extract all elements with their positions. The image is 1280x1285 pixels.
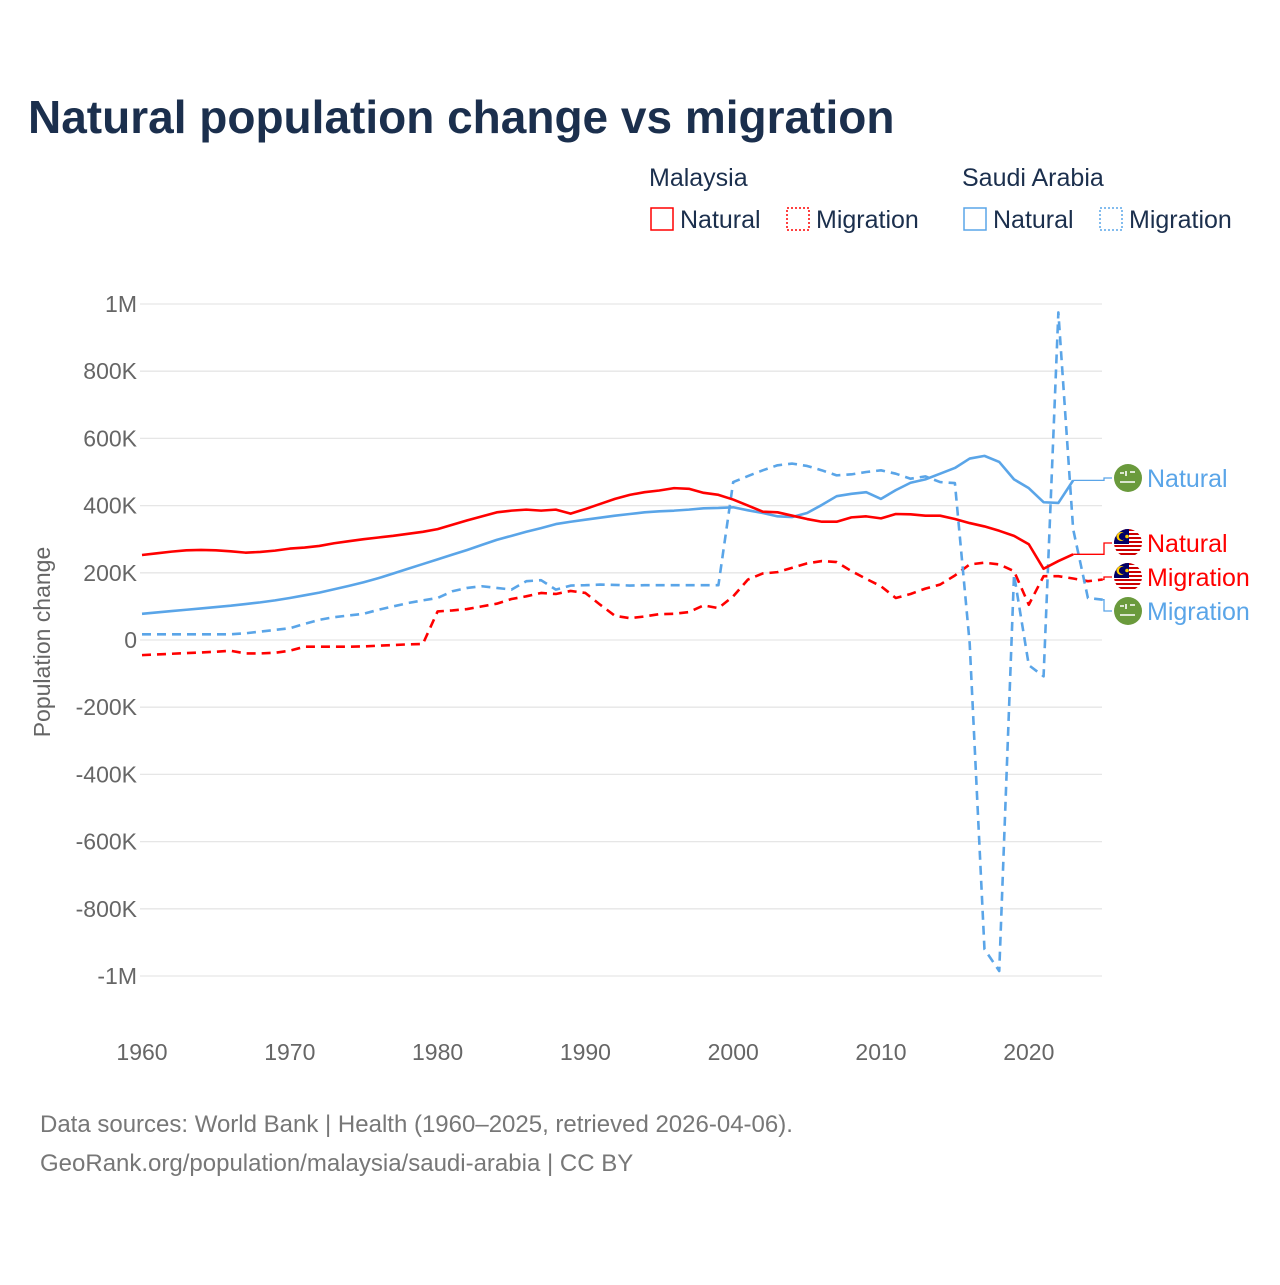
grid bbox=[140, 303, 1102, 977]
x-tick-label: 2000 bbox=[708, 1039, 759, 1065]
y-tick-label: -800K bbox=[76, 896, 138, 922]
legend-group-saudi-arabia[interactable]: Saudi Arabia bbox=[962, 164, 1104, 192]
y-axis-label: Population change bbox=[29, 547, 55, 738]
y-tick-label: 1M bbox=[105, 291, 137, 317]
end-labels: Natural Natural Migration Migration bbox=[1073, 464, 1250, 626]
legend-item-malaysia-migration[interactable]: Migration bbox=[816, 206, 919, 234]
series-lines bbox=[141, 311, 1103, 973]
leader-line bbox=[1102, 599, 1112, 612]
y-tick-label: 800K bbox=[83, 358, 137, 384]
end-label-malaysia-natural: Natural bbox=[1147, 530, 1228, 558]
footer-sources: Data sources: World Bank | Health (1960–… bbox=[40, 1111, 793, 1138]
x-tick-label: 2020 bbox=[1003, 1039, 1054, 1065]
malaysia-flag-icon bbox=[1114, 563, 1142, 589]
legend-swatch-malaysia-migration bbox=[786, 207, 810, 231]
x-tick-label: 1990 bbox=[560, 1039, 611, 1065]
legend-group-malaysia[interactable]: Malaysia bbox=[649, 164, 748, 192]
leader-line bbox=[1073, 542, 1112, 555]
y-tick-label: -1M bbox=[97, 963, 137, 989]
x-tick-label: 1970 bbox=[264, 1039, 315, 1065]
end-label-saudi-arabia-natural: Natural bbox=[1147, 465, 1228, 493]
legend-item-saudi-natural[interactable]: Natural bbox=[993, 206, 1074, 234]
chart-title: Natural population change vs migration bbox=[28, 91, 894, 143]
saudi-arabia-flag-icon bbox=[1114, 464, 1142, 492]
end-label-saudi-arabia-migration: Migration bbox=[1147, 598, 1250, 626]
legend-swatch-saudi-natural bbox=[963, 207, 987, 231]
legend-swatch-malaysia-natural bbox=[650, 207, 674, 231]
footer-link[interactable]: GeoRank.org/population/malaysia/saudi-ar… bbox=[40, 1150, 633, 1177]
y-tick-label: -400K bbox=[76, 761, 138, 787]
legend-item-malaysia-natural[interactable]: Natural bbox=[680, 206, 761, 234]
x-axis: 1960 1970 1980 1990 2000 2010 2020 bbox=[116, 1039, 1054, 1065]
series-line-saudi-arabia-natural[interactable] bbox=[141, 454, 1075, 616]
y-tick-label: 400K bbox=[83, 493, 137, 519]
x-tick-label: 1960 bbox=[116, 1039, 167, 1065]
series-line-malaysia-natural[interactable] bbox=[141, 486, 1074, 571]
y-tick-label: -200K bbox=[76, 694, 138, 720]
y-axis: 1M 800K 600K 400K 200K 0 -200K -400K -600K -800K -… bbox=[76, 291, 138, 989]
y-tick-label: 600K bbox=[83, 425, 137, 451]
legend-item-saudi-migration[interactable]: Migration bbox=[1129, 206, 1232, 234]
y-tick-label: -600K bbox=[76, 829, 138, 855]
legend: Malaysia Natural Migration Saudi Arabia … bbox=[649, 164, 1232, 234]
saudi-arabia-flag-icon bbox=[1114, 597, 1142, 625]
series-line-saudi-arabia-migration[interactable] bbox=[142, 311, 1103, 973]
end-label-malaysia-migration: Migration bbox=[1147, 564, 1250, 592]
legend-swatch-saudi-migration bbox=[1099, 207, 1123, 231]
x-tick-label: 2010 bbox=[855, 1039, 906, 1065]
y-tick-label: 200K bbox=[83, 560, 137, 586]
leader-line bbox=[1102, 576, 1112, 581]
series-line-malaysia-migration[interactable] bbox=[141, 559, 1103, 657]
malaysia-flag-icon bbox=[1114, 529, 1142, 555]
y-tick-label: 0 bbox=[124, 627, 137, 653]
leader-line bbox=[1073, 477, 1112, 482]
x-tick-label: 1980 bbox=[412, 1039, 463, 1065]
